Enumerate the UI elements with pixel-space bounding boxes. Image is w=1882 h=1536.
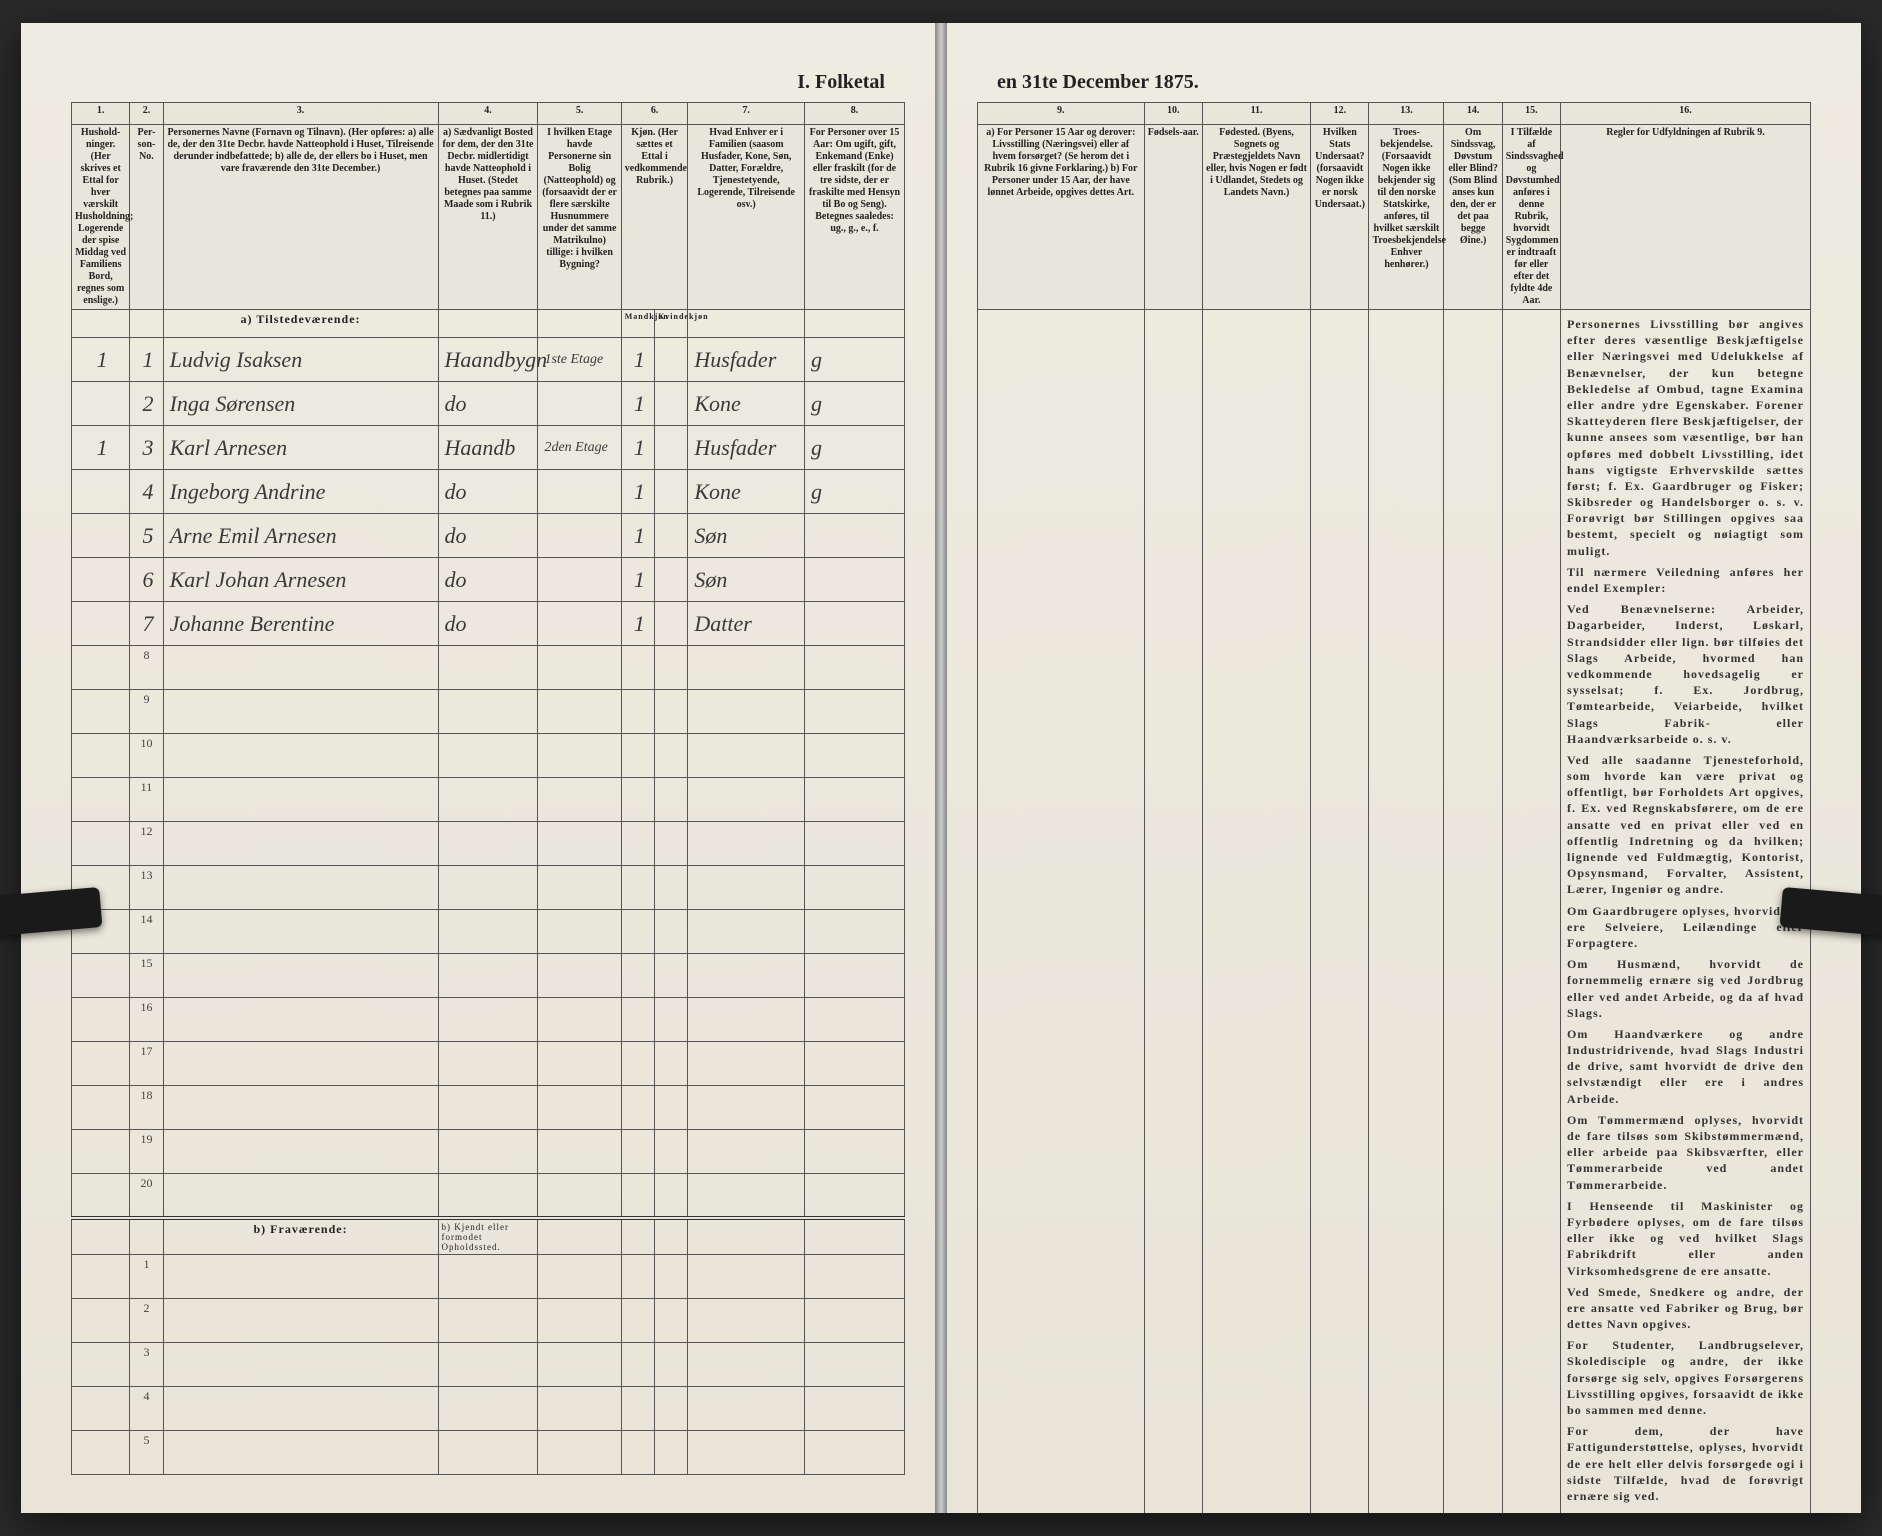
table-row: 5: [72, 1430, 905, 1474]
page-title-right: en 31te December 1875.: [977, 63, 1811, 102]
page-title-left: I. Folketal: [71, 63, 905, 102]
hdr-1: Hushold-ninger. (Her skrives et Ettal fo…: [72, 125, 130, 310]
table-row: 4: [72, 1386, 905, 1430]
hdr-16: Regler for Udfyldningen af Rubrik 9.: [1561, 125, 1811, 310]
hdr-2: Per-son-No.: [130, 125, 163, 310]
hdr-14: Om Sindssvag, Døvstum eller Blind? (Som …: [1444, 125, 1502, 310]
colnum-8: 8.: [804, 103, 904, 125]
hdr-8: For Personer over 15 Aar: Om ugift, gift…: [804, 125, 904, 310]
table-row: 2Inga Sørensendo1Koneg: [72, 382, 905, 426]
colnum-2: 2.: [130, 103, 163, 125]
hdr-15: I Tilfælde af Sindssvaghed og Døvstumhed…: [1502, 125, 1560, 310]
table-row: 6Karl Johan Arnesendo1Søn: [72, 558, 905, 602]
colnum-11: 11.: [1202, 103, 1310, 125]
colnum-12: 12.: [1311, 103, 1369, 125]
hdr-3: Personernes Navne (Fornavn og Tilnavn). …: [163, 125, 438, 310]
colnum-15: 15.: [1502, 103, 1560, 125]
table-row: 5Arne Emil Arnesendo1Søn: [72, 514, 905, 558]
table-row: 14: [72, 910, 905, 954]
colnum-10: 10.: [1144, 103, 1202, 125]
ledger-table-left: 1. 2. 3. 4. 5. 6. 7. 8. Hushold-ninger. …: [71, 102, 905, 1475]
colnum-7: 7.: [688, 103, 805, 125]
colnum-3: 3.: [163, 103, 438, 125]
table-row: 16: [72, 998, 905, 1042]
table-row: 7Johanne Berentinedo1Datter: [72, 602, 905, 646]
colnum-9: 9.: [978, 103, 1145, 125]
section-b-label: b) Fraværende:: [163, 1218, 438, 1255]
table-row: 13Karl ArnesenHaandb2den Etage1Husfaderg: [72, 426, 905, 470]
hdr-5: I hvilken Etage havde Personerne sin Bol…: [538, 125, 621, 310]
hdr-9: a) For Personer 15 Aar og derover: Livss…: [978, 125, 1145, 310]
section-b-col4: b) Kjendt eller formodet Opholdssted.: [438, 1218, 538, 1255]
hdr-7: Hvad Enhver er i Familien (saasom Husfad…: [688, 125, 805, 310]
left-page: I. Folketal 1. 2. 3. 4. 5. 6. 7. 8. Hush…: [21, 23, 935, 1513]
table-row: 20: [72, 1174, 905, 1218]
right-page: en 31te December 1875. 9. 10. 11. 12. 13…: [947, 23, 1861, 1513]
colnum-4: 4.: [438, 103, 538, 125]
section-a-label: a) Tilstedeværende:: [163, 310, 438, 338]
hdr-6: Kjøn. (Her sættes et Ettal i vedkommende…: [621, 125, 688, 310]
hdr-11: Fødested. (Byens, Sognets og Præstegjeld…: [1202, 125, 1310, 310]
table-row: 18: [72, 1086, 905, 1130]
table-row: 9: [72, 690, 905, 734]
colnum-16: 16.: [1561, 103, 1811, 125]
table-row: 19: [72, 1130, 905, 1174]
hdr-12: Hvilken Stats Undersaat? (forsaavidt Nog…: [1311, 125, 1369, 310]
census-ledger-book: I. Folketal 1. 2. 3. 4. 5. 6. 7. 8. Hush…: [21, 23, 1861, 1513]
ledger-table-right: 9. 10. 11. 12. 13. 14. 15. 16. a) For Pe…: [977, 102, 1811, 1513]
colnum-1: 1.: [72, 103, 130, 125]
table-row: 3: [72, 1342, 905, 1386]
table-row: 2: [72, 1298, 905, 1342]
table-row: 11: [72, 778, 905, 822]
rules-text: Personernes Livsstilling bør angives eft…: [1561, 310, 1811, 1514]
table-row: 10: [72, 734, 905, 778]
hdr-10: Fødsels-aar.: [1144, 125, 1202, 310]
table-row: 12: [72, 822, 905, 866]
colnum-13: 13.: [1369, 103, 1444, 125]
colnum-14: 14.: [1444, 103, 1502, 125]
table-row: 11Ludvig IsaksenHaandbygn1ste Etage1Husf…: [72, 338, 905, 382]
table-row: 4Ingeborg Andrinedo1Koneg: [72, 470, 905, 514]
hdr-4: a) Sædvanligt Bosted for dem, der den 31…: [438, 125, 538, 310]
hdr-13: Troes-bekjendelse. (Forsaavidt Nogen ikk…: [1369, 125, 1444, 310]
colnum-6: 6.: [621, 103, 688, 125]
book-spine: [935, 23, 947, 1513]
table-row: 17: [72, 1042, 905, 1086]
table-row: 13: [72, 866, 905, 910]
table-row: 15: [72, 954, 905, 998]
colnum-5: 5.: [538, 103, 621, 125]
table-row: 8: [72, 646, 905, 690]
table-row: 1: [72, 1254, 905, 1298]
